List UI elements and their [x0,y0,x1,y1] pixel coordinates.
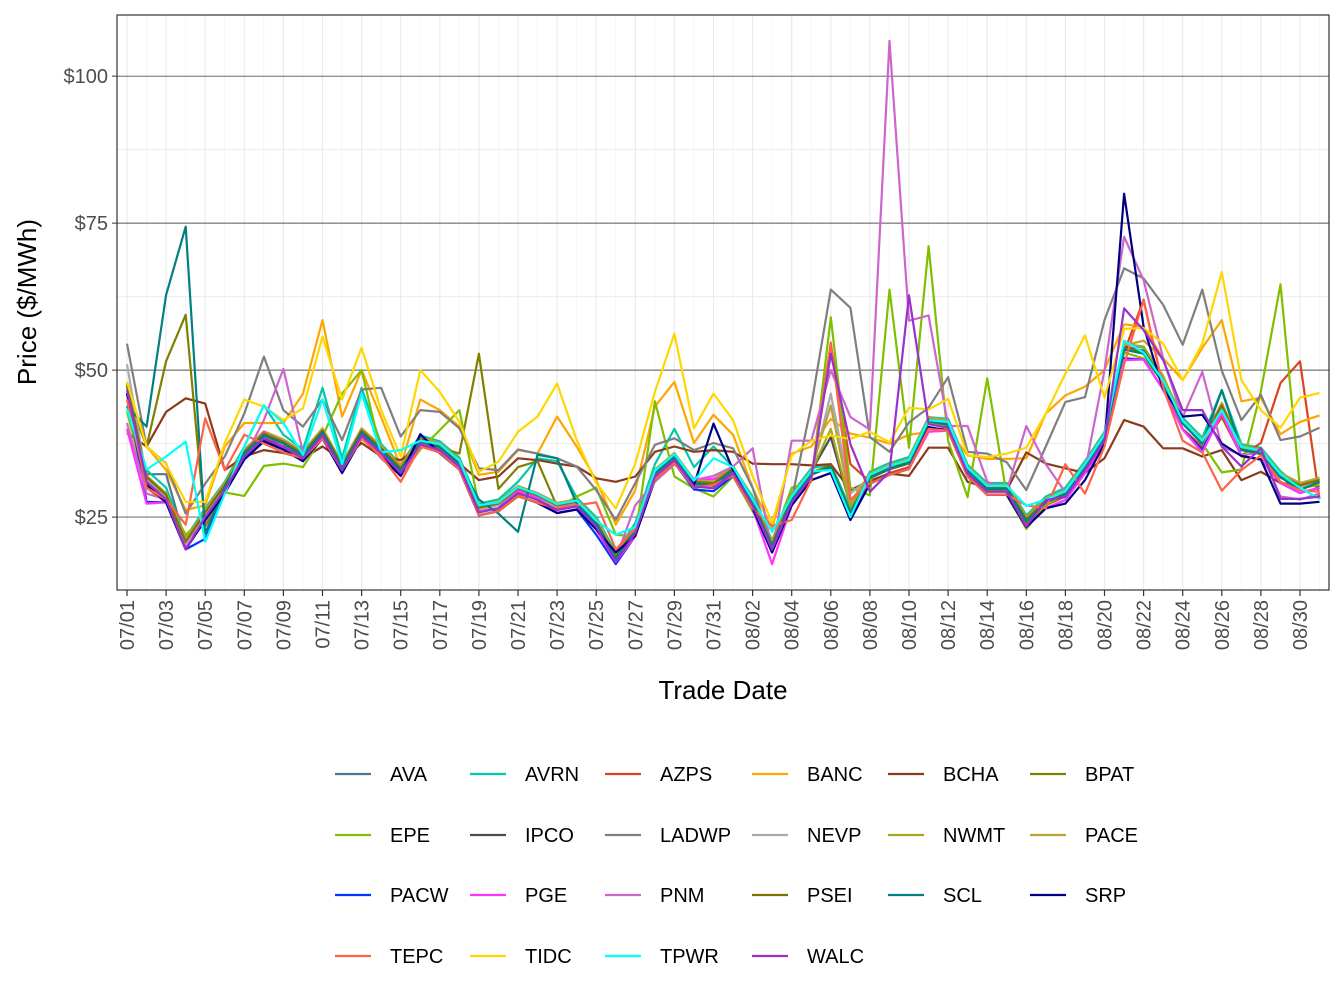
legend-item-bcha: BCHA [888,764,999,786]
legend-item-pge: PGE [470,885,567,907]
y-tick-label: $100 [64,66,109,88]
legend-item-nwmt: NWMT [888,825,1005,847]
legend-item-bpat: BPAT [1030,764,1134,786]
grid [117,15,1329,590]
x-tick-label: 07/03 [156,600,178,650]
legend-label: PSEI [807,885,853,907]
legend-label: IPCO [525,825,574,847]
x-tick-label: 07/23 [547,600,569,650]
x-tick-label: 08/26 [1212,600,1234,650]
legend-item-psei: PSEI [752,885,853,907]
x-axis-title: Trade Date [658,675,787,705]
series-line-scl [126,225,1320,560]
legend-label: AVA [390,764,428,786]
legend-label: EPE [390,825,430,847]
legend-item-scl: SCL [888,885,982,907]
legend-label: PGE [525,885,567,907]
legend-item-azps: AZPS [605,764,712,786]
x-tick-label: 07/25 [586,600,608,650]
y-tick-label: $75 [75,213,108,235]
x-tick-label: 08/24 [1173,600,1195,650]
y-tick-label: $50 [75,360,108,382]
series-line-walc [125,294,1320,563]
legend-label: AVRN [525,764,579,786]
x-tick-label: 08/20 [1095,600,1117,650]
y-axis-title: Price ($/MWh) [12,219,42,385]
x-tick-label: 08/12 [938,600,960,650]
x-tick-label: 08/10 [899,600,921,650]
legend-label: LADWP [660,825,731,847]
x-tick-label: 08/18 [1055,600,1077,650]
x-tick-label: 07/27 [625,600,647,650]
legend-item-srp: SRP [1030,885,1126,907]
legend-label: NWMT [943,825,1005,847]
x-tick-label: 07/21 [508,600,530,650]
legend-item-ladwp: LADWP [605,825,731,847]
legend-item-tidc: TIDC [470,946,572,968]
legend: AVA AVRN AZPS BANC BCHA BPAT EPE IPCO LADWP NEVP N… [335,764,1138,968]
x-axis: 07/01 07/03 07/05 07/07 07/09 07/11 07/13 07/15… [117,590,1312,650]
legend-item-epe: EPE [335,825,430,847]
x-tick-label: 08/02 [743,600,765,650]
x-tick-label: 07/15 [391,600,413,650]
x-tick-label: 08/28 [1251,600,1273,650]
legend-label: TEPC [390,946,443,968]
legend-label: BCHA [943,764,999,786]
x-tick-label: 08/30 [1290,600,1312,650]
x-tick-label: 07/01 [117,600,139,650]
legend-label: SRP [1085,885,1126,907]
x-tick-label: 08/22 [1134,600,1156,650]
x-tick-label: 07/13 [352,600,374,650]
series-line-azps [125,298,1321,560]
x-tick-label: 08/08 [860,600,882,650]
legend-label: TIDC [525,946,572,968]
x-tick-label: 08/14 [977,600,999,650]
legend-item-ipco: IPCO [470,825,574,847]
x-tick-label: 07/05 [195,600,217,650]
legend-item-pacw: PACW [335,885,449,907]
legend-item-avrn: AVRN [470,764,579,786]
series-line-epe [125,245,1320,542]
legend-label: NEVP [807,825,861,847]
legend-label: PACE [1085,825,1138,847]
legend-item-pnm: PNM [605,885,704,907]
x-tick-label: 08/16 [1016,600,1038,650]
x-tick-label: 07/31 [704,600,726,650]
legend-label: SCL [943,885,982,907]
legend-item-tepc: TEPC [335,946,443,968]
series-line-tidc [125,270,1320,525]
x-tick-label: 07/07 [234,600,256,650]
x-tick-label: 08/04 [782,600,804,650]
series-line-tpwr [125,339,1321,543]
legend-item-pace: PACE [1030,825,1138,847]
plot-panel-border [116,14,1330,591]
legend-label: PNM [660,885,704,907]
legend-label: BPAT [1085,764,1134,786]
x-tick-label: 07/19 [469,600,491,650]
legend-item-banc: BANC [752,764,863,786]
x-tick-label: 07/11 [313,600,335,649]
series-lines [125,39,1321,566]
legend-item-ava: AVA [335,764,428,786]
legend-item-nevp: NEVP [752,825,861,847]
y-tick-label: $25 [75,507,108,529]
x-tick-label: 07/09 [273,600,295,650]
x-tick-label: 07/29 [664,600,686,650]
x-tick-label: 07/17 [430,600,452,650]
series-line-bcha [126,397,1320,492]
legend-label: AZPS [660,764,712,786]
legend-label: TPWR [660,946,719,968]
y-axis: $25 $50 $75 $100 [64,66,117,529]
legend-label: PACW [390,885,449,907]
series-line-srp [125,192,1320,554]
x-tick-label: 08/06 [821,600,843,650]
legend-label: WALC [807,946,864,968]
legend-item-walc: WALC [752,946,864,968]
legend-item-tpwr: TPWR [605,946,719,968]
legend-label: BANC [807,764,863,786]
